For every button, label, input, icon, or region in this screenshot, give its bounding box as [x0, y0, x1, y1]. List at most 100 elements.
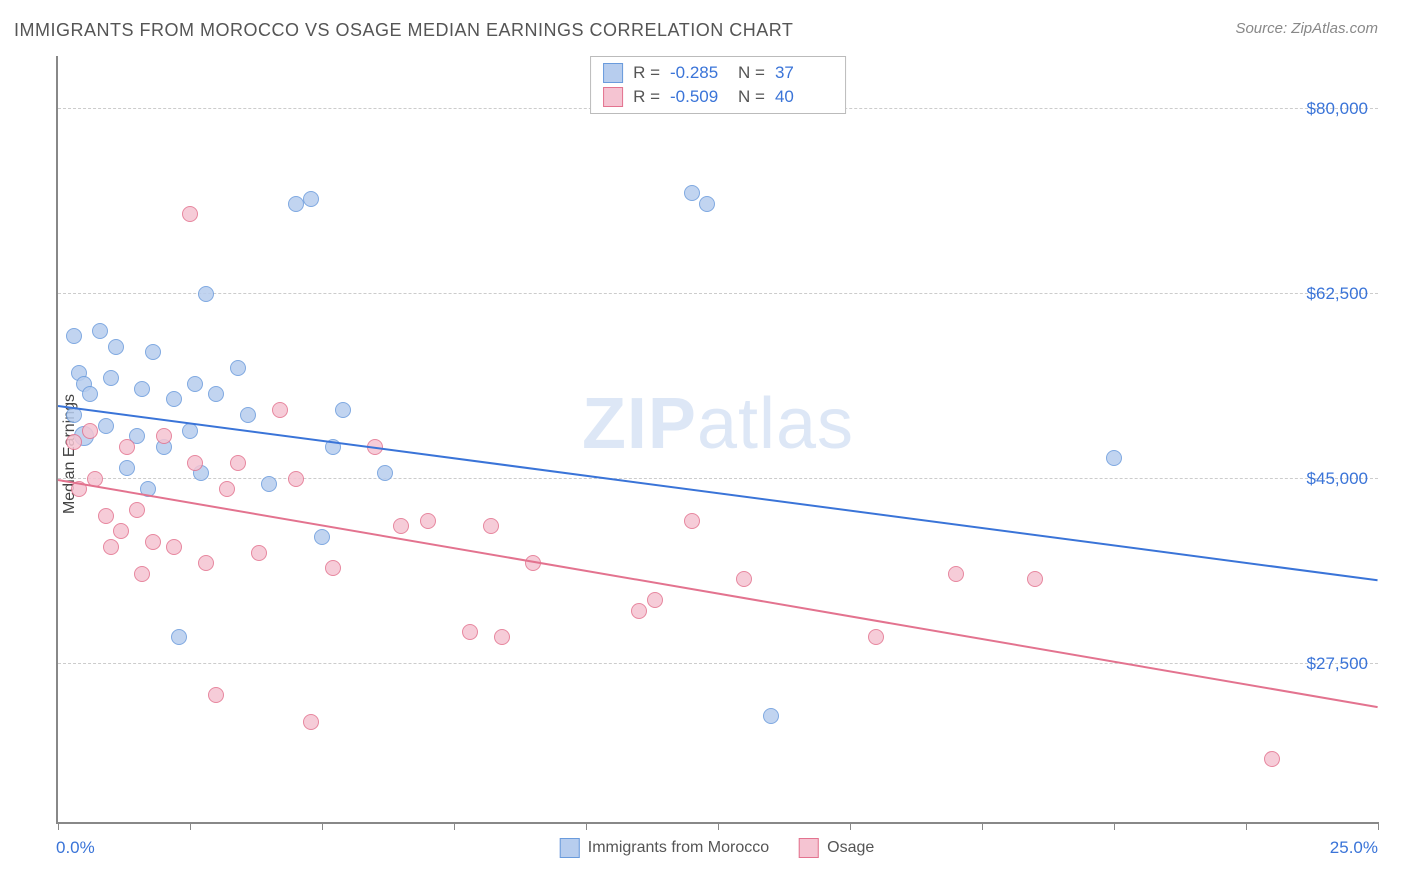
data-point-osage	[647, 592, 663, 608]
data-point-osage	[82, 423, 98, 439]
x-tick	[850, 822, 851, 830]
data-point-osage	[631, 603, 647, 619]
data-point-morocco	[230, 360, 246, 376]
data-point-morocco	[66, 328, 82, 344]
legend-item-morocco: Immigrants from Morocco	[560, 838, 769, 858]
n-value-osage: 40	[775, 87, 833, 107]
x-axis-max: 25.0%	[1330, 838, 1378, 858]
plot-region: ZIPatlas R = -0.285 N = 37 R = -0.509 N …	[56, 56, 1378, 824]
chart-area: Median Earnings ZIPatlas R = -0.285 N = …	[14, 56, 1378, 852]
legend-row-osage: R = -0.509 N = 40	[603, 85, 833, 109]
data-point-osage	[1027, 571, 1043, 587]
swatch-morocco-icon	[560, 838, 580, 858]
data-point-morocco	[182, 423, 198, 439]
chart-title: IMMIGRANTS FROM MOROCCO VS OSAGE MEDIAN …	[14, 20, 793, 41]
data-point-osage	[868, 629, 884, 645]
data-point-morocco	[166, 391, 182, 407]
data-point-morocco	[98, 418, 114, 434]
data-point-morocco	[314, 529, 330, 545]
data-point-osage	[198, 555, 214, 571]
data-point-osage	[219, 481, 235, 497]
data-point-osage	[462, 624, 478, 640]
swatch-osage-icon	[799, 838, 819, 858]
data-point-morocco	[303, 191, 319, 207]
data-point-morocco	[288, 196, 304, 212]
x-tick	[1246, 822, 1247, 830]
x-tick	[190, 822, 191, 830]
data-point-osage	[288, 471, 304, 487]
swatch-osage	[603, 87, 623, 107]
data-point-osage	[119, 439, 135, 455]
x-tick	[982, 822, 983, 830]
y-tick-label: $27,500	[1307, 654, 1368, 674]
correlation-legend: R = -0.285 N = 37 R = -0.509 N = 40	[590, 56, 846, 114]
data-point-morocco	[699, 196, 715, 212]
y-tick-label: $45,000	[1307, 469, 1368, 489]
data-point-osage	[420, 513, 436, 529]
data-point-morocco	[335, 402, 351, 418]
data-point-morocco	[119, 460, 135, 476]
r-value-osage: -0.509	[670, 87, 728, 107]
x-tick	[454, 822, 455, 830]
data-point-osage	[230, 455, 246, 471]
x-tick	[58, 822, 59, 830]
data-point-osage	[393, 518, 409, 534]
data-point-osage	[494, 629, 510, 645]
data-point-osage	[166, 539, 182, 555]
data-point-osage	[66, 434, 82, 450]
data-point-morocco	[763, 708, 779, 724]
watermark: ZIPatlas	[582, 383, 854, 465]
data-point-osage	[303, 714, 319, 730]
n-value-morocco: 37	[775, 63, 833, 83]
data-point-osage	[187, 455, 203, 471]
swatch-morocco	[603, 63, 623, 83]
y-tick-label: $80,000	[1307, 99, 1368, 119]
data-point-osage	[325, 560, 341, 576]
gridline	[58, 478, 1378, 479]
x-tick	[1114, 822, 1115, 830]
x-tick	[718, 822, 719, 830]
data-point-osage	[129, 502, 145, 518]
data-point-morocco	[82, 386, 98, 402]
gridline	[58, 293, 1378, 294]
r-value-morocco: -0.285	[670, 63, 728, 83]
data-point-osage	[98, 508, 114, 524]
x-axis-min: 0.0%	[56, 838, 95, 858]
x-axis-row: 0.0% Immigrants from Morocco Osage 25.0%	[56, 830, 1378, 858]
data-point-osage	[948, 566, 964, 582]
x-tick	[1378, 822, 1379, 830]
data-point-morocco	[92, 323, 108, 339]
header: IMMIGRANTS FROM MOROCCO VS OSAGE MEDIAN …	[0, 0, 1406, 47]
trend-line-osage	[58, 479, 1378, 708]
data-point-morocco	[261, 476, 277, 492]
data-point-osage	[103, 539, 119, 555]
data-point-osage	[113, 523, 129, 539]
data-point-morocco	[171, 629, 187, 645]
data-point-osage	[145, 534, 161, 550]
data-point-morocco	[198, 286, 214, 302]
data-point-osage	[134, 566, 150, 582]
legend-row-morocco: R = -0.285 N = 37	[603, 61, 833, 85]
data-point-osage	[156, 428, 172, 444]
source-attribution: Source: ZipAtlas.com	[1235, 20, 1378, 37]
data-point-morocco	[240, 407, 256, 423]
data-point-morocco	[1106, 450, 1122, 466]
legend-label-morocco: Immigrants from Morocco	[588, 839, 769, 857]
data-point-osage	[736, 571, 752, 587]
data-point-morocco	[145, 344, 161, 360]
data-point-osage	[251, 545, 267, 561]
data-point-morocco	[377, 465, 393, 481]
x-tick	[322, 822, 323, 830]
data-point-morocco	[187, 376, 203, 392]
data-point-morocco	[108, 339, 124, 355]
y-tick-label: $62,500	[1307, 284, 1368, 304]
series-legend: Immigrants from Morocco Osage	[560, 838, 875, 858]
data-point-morocco	[684, 185, 700, 201]
data-point-morocco	[103, 370, 119, 386]
data-point-osage	[483, 518, 499, 534]
data-point-morocco	[208, 386, 224, 402]
data-point-osage	[684, 513, 700, 529]
x-tick	[586, 822, 587, 830]
data-point-osage	[272, 402, 288, 418]
data-point-osage	[1264, 751, 1280, 767]
